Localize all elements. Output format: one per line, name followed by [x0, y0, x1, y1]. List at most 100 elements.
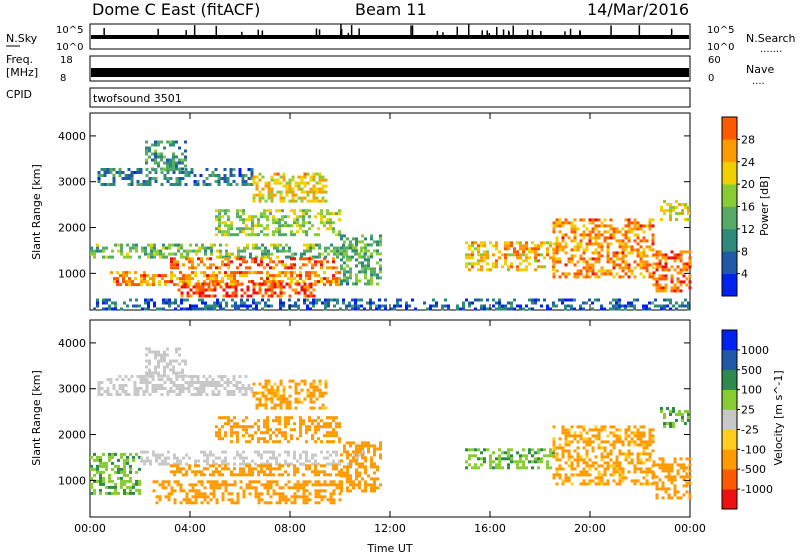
nsky-spike	[502, 29, 505, 35]
x-tick-label: 16:00	[474, 522, 506, 535]
x-tick-label: 00:00	[74, 522, 106, 535]
colorbar-swatch	[722, 251, 737, 274]
colorbar-swatch	[722, 139, 737, 163]
nsky-spike	[442, 32, 444, 35]
nsky-tick-top: 10^5	[56, 25, 83, 36]
colorbar-swatch	[722, 161, 737, 185]
y-tick-label: 1000	[58, 267, 86, 280]
nsky-spike	[481, 30, 483, 35]
colorbar-tick-label: 24	[741, 156, 755, 169]
y-tick-label: 1000	[58, 474, 86, 487]
cpid-label: CPID	[6, 88, 32, 101]
nsky-strip: N.Sky 10^5 10^0 10^5 10^0 N.Search .....…	[6, 23, 796, 55]
colorbar-swatch	[722, 349, 737, 371]
nsky-spike	[526, 29, 529, 35]
x-tick-label: 12:00	[374, 522, 406, 535]
velocity-y-label: Slant Range [km]	[30, 370, 43, 466]
power-panel: 1000 2000 3000 4000 Slant Range [km]	[30, 112, 692, 311]
nsky-spike	[456, 26, 458, 35]
echo-region	[465, 241, 555, 272]
freq-trace	[91, 68, 689, 77]
velocity-colorbar-label: Velocity [m s^-1]	[772, 370, 785, 465]
nsky-spike	[569, 28, 572, 35]
nsky-spike	[410, 25, 412, 35]
freq-tick-bottom: 8	[60, 73, 66, 84]
nsky-spike	[512, 25, 514, 35]
nsky-spike	[318, 29, 321, 35]
colorbar-tick-label: -100	[741, 443, 766, 456]
nave-tick-bottom: 0	[708, 73, 714, 84]
colorbar-swatch	[722, 117, 737, 140]
y-tick-label: 4000	[58, 130, 86, 143]
echo-region	[652, 457, 692, 500]
x-tick-label: 20:00	[574, 522, 606, 535]
nsky-spike	[579, 30, 581, 35]
colorbar-swatch	[722, 228, 737, 252]
nsky-spike	[193, 25, 196, 35]
echo-region	[465, 448, 555, 470]
nsky-spike	[157, 28, 159, 35]
echo-region	[652, 250, 692, 293]
echo-region	[177, 282, 316, 298]
colorbar-tick-label: 100	[741, 384, 762, 397]
nsearch-tick-top: 10^5	[707, 25, 734, 36]
velocity-colorbar-ticks: -1000 -500 -100 -25 25 100 500 1000	[737, 344, 773, 496]
echo-region	[90, 452, 141, 495]
nsky-tick-bottom: 10^0	[56, 42, 83, 53]
station-title: Dome C East (fitACF)	[92, 0, 260, 19]
echo-region	[340, 234, 382, 286]
echo-region	[170, 257, 338, 270]
nsky-spike	[347, 32, 350, 35]
power-colorbar: 4 8 12 16 20 24 28 Power [dB]	[721, 116, 771, 297]
colorbar-tick-label: 4	[741, 268, 748, 281]
velocity-colorbar-frame	[721, 329, 738, 510]
freq-strip: Freq. [MHz] CPID 18 8 60 0 Nave ....	[6, 53, 774, 101]
cpid-strip: twofsound 3501	[89, 87, 691, 108]
power-x-axis	[89, 113, 691, 310]
cpid-value: twofsound 3501	[93, 92, 182, 105]
time-axis-label: Time UT	[366, 542, 412, 554]
nave-label: Nave	[746, 63, 774, 76]
velocity-colorbar: -1000 -500 -100 -25 25 100 500 1000 Velocity [m…	[721, 329, 785, 510]
echo-region	[340, 441, 382, 493]
colorbar-tick-label: 1000	[741, 344, 769, 357]
power-cells	[90, 140, 692, 311]
nsky-spike	[508, 30, 510, 35]
colorbar-swatch	[722, 409, 737, 430]
colorbar-swatch	[722, 429, 737, 450]
echo-region	[660, 200, 690, 221]
colorbar-swatch	[722, 449, 737, 470]
colorbar-swatch	[722, 489, 737, 510]
echo-region	[552, 218, 655, 279]
nsky-spike	[103, 28, 105, 35]
power-colorbar-ticks: 4 8 12 16 20 24 28	[737, 133, 755, 281]
nsky-spike	[488, 33, 490, 35]
beam-title: Beam 11	[355, 0, 427, 19]
nsky-spike	[340, 31, 342, 35]
nsky-spike	[540, 31, 542, 35]
nsky-spike	[261, 30, 264, 35]
nsky-spike	[496, 26, 498, 35]
nsearch-tick-bottom: 10^0	[707, 42, 734, 53]
velocity-x-axis: 00:00 04:00 08:00 12:00 16:00 20:00 00:00	[74, 320, 706, 535]
freq-tick-top: 18	[60, 55, 73, 66]
echo-region	[252, 172, 328, 203]
colorbar-tick-label: -25	[741, 423, 759, 436]
velocity-y-axis: 1000 2000 3000 4000	[58, 337, 690, 487]
colorbar-tick-label: 25	[741, 404, 755, 417]
nsky-spike	[610, 25, 612, 35]
freq-label: Freq.	[6, 53, 33, 66]
colorbar-swatch	[722, 469, 737, 490]
velocity-panel: 1000 2000 3000 4000 00:00 04:00 08:00 12:00 16:…	[30, 319, 706, 554]
colorbar-swatch	[722, 330, 737, 351]
colorbar-tick-label: 8	[741, 245, 748, 258]
echo-region	[660, 407, 690, 428]
echo-region	[215, 416, 341, 444]
colorbar-tick-label: -500	[741, 463, 766, 476]
nsky-spike	[185, 30, 187, 35]
x-tick-label: 04:00	[174, 522, 206, 535]
freq-unit: [MHz]	[6, 66, 38, 79]
velocity-colorbar-cells	[722, 330, 737, 510]
power-y-label: Slant Range [km]	[30, 164, 43, 260]
